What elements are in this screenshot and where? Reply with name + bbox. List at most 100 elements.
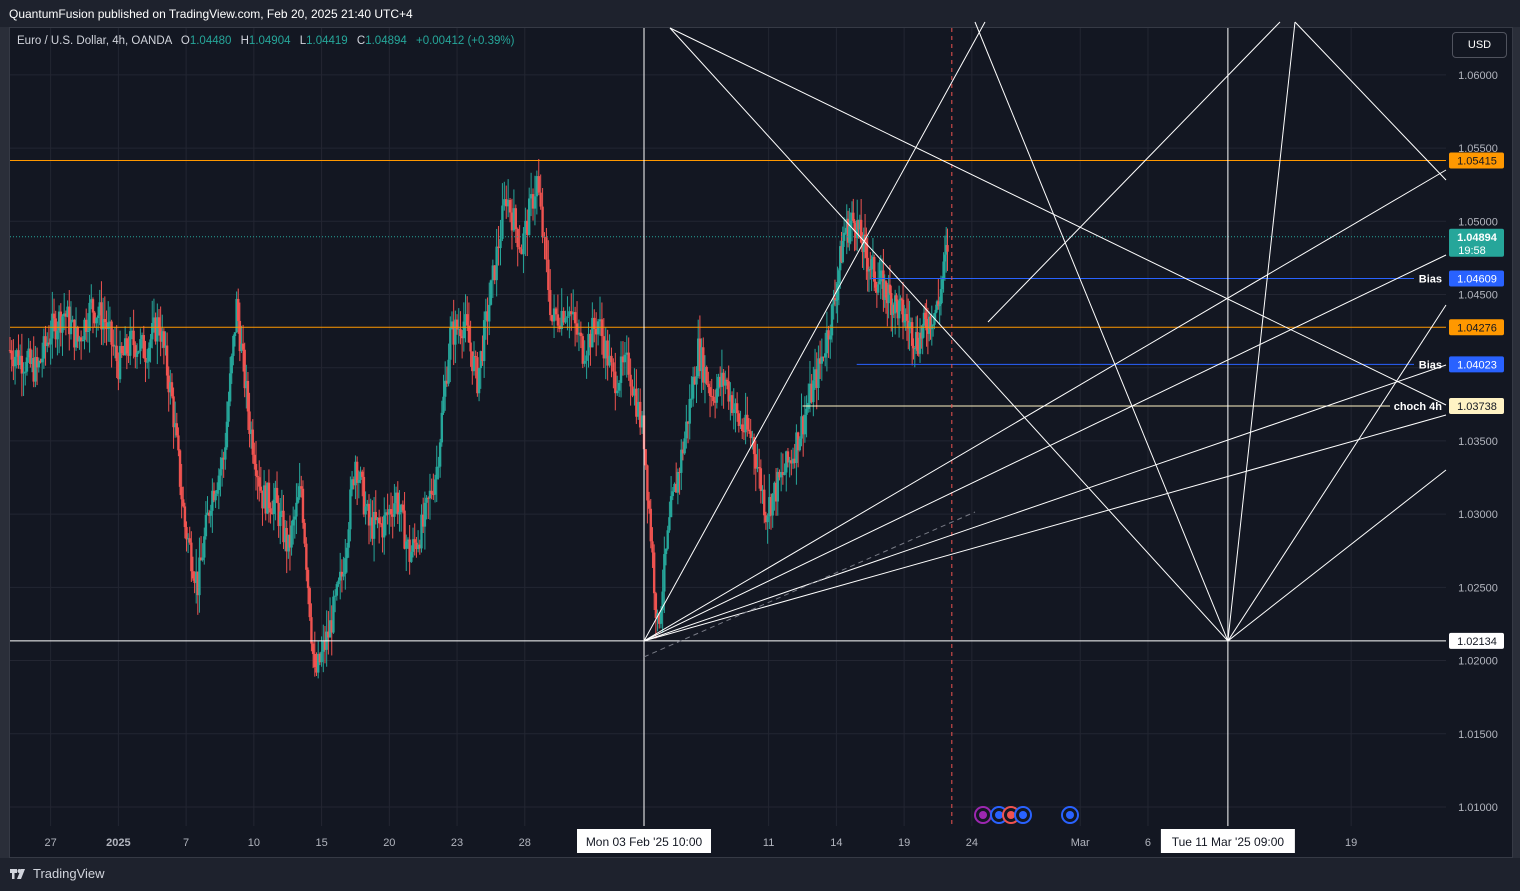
- candle-body: [820, 356, 824, 364]
- candle-body: [442, 396, 445, 413]
- candle-body: [658, 613, 661, 624]
- candle-body: [895, 295, 898, 302]
- candle-body: [291, 519, 295, 526]
- candle-body: [371, 517, 374, 539]
- candle-body: [118, 346, 122, 380]
- candle-body: [151, 323, 154, 340]
- price-badge: [1449, 398, 1504, 415]
- candle-body: [637, 401, 640, 417]
- y-tick-label: 1.06000: [1458, 70, 1498, 82]
- fan-line[interactable]: [643, 364, 1447, 642]
- fan-line[interactable]: [987, 21, 1281, 323]
- candle-body: [942, 261, 945, 280]
- candle-body: [379, 523, 383, 525]
- candle-body: [788, 460, 791, 463]
- fan-line[interactable]: [643, 169, 1447, 642]
- candle-body: [313, 653, 317, 668]
- candle-body: [817, 358, 820, 388]
- symbol-name[interactable]: Euro / U.S. Dollar, 4h, OANDA: [17, 35, 172, 47]
- candle-body: [120, 346, 123, 354]
- candle-body: [832, 297, 835, 305]
- fan-line[interactable]: [643, 254, 1447, 642]
- candle-body: [227, 401, 230, 422]
- candle-body: [901, 299, 905, 323]
- candle-body: [668, 517, 671, 531]
- candle-body: [54, 318, 57, 340]
- candle-body: [857, 220, 860, 230]
- candle-body: [884, 281, 888, 298]
- candle-body: [471, 351, 474, 372]
- tradingview-brand[interactable]: TradingView: [10, 866, 105, 881]
- candle-body: [144, 357, 147, 363]
- candle-body: [396, 492, 399, 515]
- x-tick-label: 6: [1145, 837, 1151, 849]
- candle-body: [674, 483, 678, 493]
- candle-body: [562, 310, 565, 323]
- candle-body: [616, 390, 619, 394]
- candle-body: [372, 511, 376, 539]
- symbol-legend[interactable]: Euro / U.S. Dollar, 4h, OANDA O1.04480 H…: [17, 35, 514, 47]
- fan-line[interactable]: [974, 21, 1229, 642]
- candle-body: [892, 304, 896, 314]
- candle-body: [506, 199, 510, 207]
- candle-body: [669, 496, 673, 518]
- candle-body: [865, 241, 868, 258]
- candle-body: [888, 284, 892, 294]
- price-badge: [1449, 632, 1504, 649]
- candle-body: [269, 508, 272, 513]
- candle-body: [17, 350, 20, 366]
- candle-body: [107, 322, 110, 330]
- candle-body: [652, 552, 656, 594]
- fan-line[interactable]: [669, 27, 1447, 406]
- fan-line[interactable]: [643, 414, 1447, 642]
- candle-body: [42, 336, 46, 359]
- candle-body: [839, 246, 842, 271]
- candle-body: [240, 343, 243, 352]
- candle-body: [216, 489, 219, 494]
- candle-body: [322, 641, 325, 652]
- candle-body: [676, 471, 680, 493]
- candle-body: [421, 514, 425, 527]
- fan-line[interactable]: [1227, 304, 1447, 642]
- candle-body: [207, 512, 211, 516]
- top-bar: QuantumFusion published on TradingView.c…: [0, 0, 1520, 27]
- candle-body: [357, 479, 361, 483]
- candle-body: [290, 525, 293, 548]
- candle-body: [12, 359, 15, 367]
- event-icon-dot: [995, 811, 1003, 819]
- candle-body: [805, 408, 808, 415]
- candle-body: [445, 380, 449, 384]
- candle-body: [527, 198, 531, 236]
- candle-body: [437, 466, 440, 468]
- candle-body: [180, 486, 183, 500]
- candle-body: [512, 208, 516, 231]
- candle-body: [391, 514, 394, 517]
- candle-body: [110, 321, 113, 345]
- candle-body: [900, 298, 903, 300]
- candle-body: [725, 379, 729, 382]
- currency-button[interactable]: USD: [1452, 32, 1507, 58]
- fan-line[interactable]: [1227, 469, 1447, 642]
- fan-line[interactable]: [1227, 21, 1296, 641]
- candle-body: [719, 376, 722, 387]
- candle-body: [167, 375, 170, 393]
- candle-body: [700, 347, 703, 372]
- x-tick-label: 7: [183, 837, 189, 849]
- candle-body: [15, 350, 18, 357]
- candle-body: [59, 311, 63, 333]
- candle-body: [781, 472, 785, 475]
- candle-body: [472, 356, 476, 372]
- candle-body: [829, 335, 832, 340]
- candle-body: [435, 466, 438, 480]
- candle-body: [201, 557, 204, 561]
- chart-panel[interactable]: [9, 27, 1513, 858]
- candle-body: [342, 574, 345, 577]
- candle-body: [810, 383, 813, 403]
- fan-line[interactable]: [1294, 21, 1447, 181]
- fan-line[interactable]: [643, 21, 986, 642]
- candle-body: [730, 395, 734, 413]
- candle-body: [361, 471, 364, 477]
- candle-body: [850, 212, 854, 221]
- fan-line[interactable]: [669, 27, 1229, 642]
